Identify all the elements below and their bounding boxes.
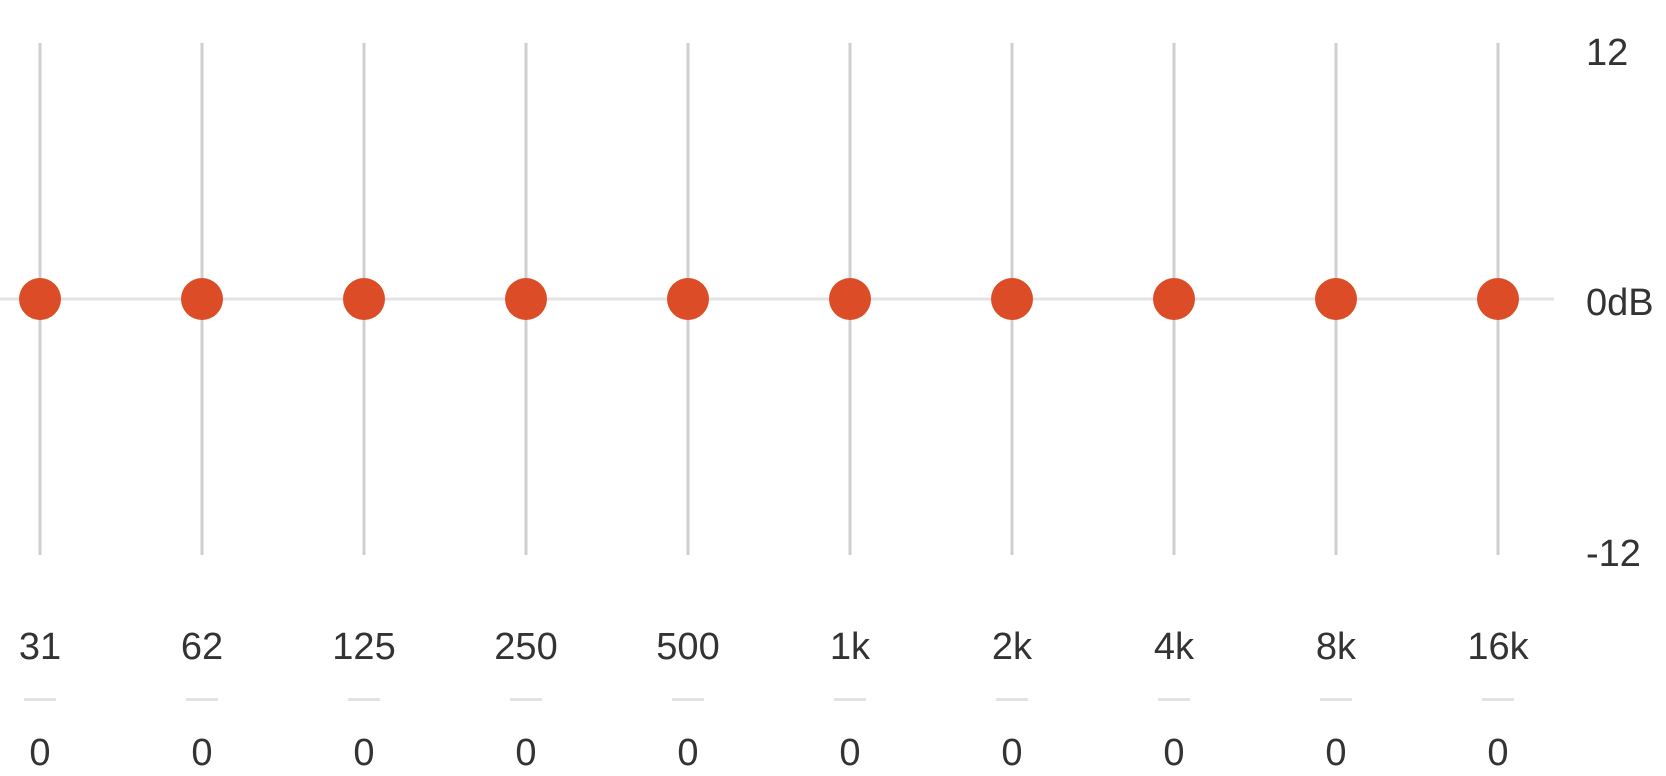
band-frequency-label: 4k (1153, 626, 1195, 668)
band-gain-value: 0 (1163, 732, 1185, 774)
band-frequency-label: 250 (494, 626, 558, 668)
band-slider-knob-4k[interactable] (1153, 278, 1195, 320)
band-gain-value: 0 (1325, 732, 1347, 774)
band-value-divider (996, 698, 1028, 701)
band-gain-value: 0 (1001, 732, 1023, 774)
band-slider-knob-16k[interactable] (1477, 278, 1519, 320)
band-gain-value: 0 (515, 732, 537, 774)
band-frequency-label: 62 (180, 626, 224, 668)
band-slider-knob-250[interactable] (505, 278, 547, 320)
band-slider-knob-62[interactable] (181, 278, 223, 320)
band-slider-knob-500[interactable] (667, 278, 709, 320)
band-gain-value: 0 (29, 732, 51, 774)
band-frequency-label: 125 (332, 626, 396, 668)
equalizer-graph (0, 43, 1554, 555)
band-frequency-label: 2k (991, 626, 1033, 668)
band-slider-knob-31[interactable] (19, 278, 61, 320)
band-slider-knob-8k[interactable] (1315, 278, 1357, 320)
band-frequency-label: 1k (829, 626, 871, 668)
band-gain-value: 0 (677, 732, 699, 774)
band-frequency-label: 8k (1315, 626, 1357, 668)
band-frequency-label: 16k (1467, 626, 1529, 668)
band-slider-knob-2k[interactable] (991, 278, 1033, 320)
band-slider-knob-125[interactable] (343, 278, 385, 320)
scale-min-label: -12 (1586, 533, 1641, 575)
band-gain-value: 0 (839, 732, 861, 774)
scale-max-label: 12 (1586, 32, 1629, 74)
band-value-divider (672, 698, 704, 701)
band-slider-knob-1k[interactable] (829, 278, 871, 320)
band-gain-value: 0 (191, 732, 213, 774)
band-value-divider (1320, 698, 1352, 701)
band-value-divider (1158, 698, 1190, 701)
band-value-divider (834, 698, 866, 701)
band-value-divider (1482, 698, 1514, 701)
band-value-divider (510, 698, 542, 701)
band-value-divider (24, 698, 56, 701)
band-gain-value: 0 (353, 732, 375, 774)
band-value-divider (186, 698, 218, 701)
band-value-divider (348, 698, 380, 701)
scale-zero-label: 0dB (1586, 282, 1654, 324)
band-frequency-label: 500 (656, 626, 720, 668)
band-frequency-label: 31 (18, 626, 62, 668)
band-gain-value: 0 (1487, 732, 1509, 774)
